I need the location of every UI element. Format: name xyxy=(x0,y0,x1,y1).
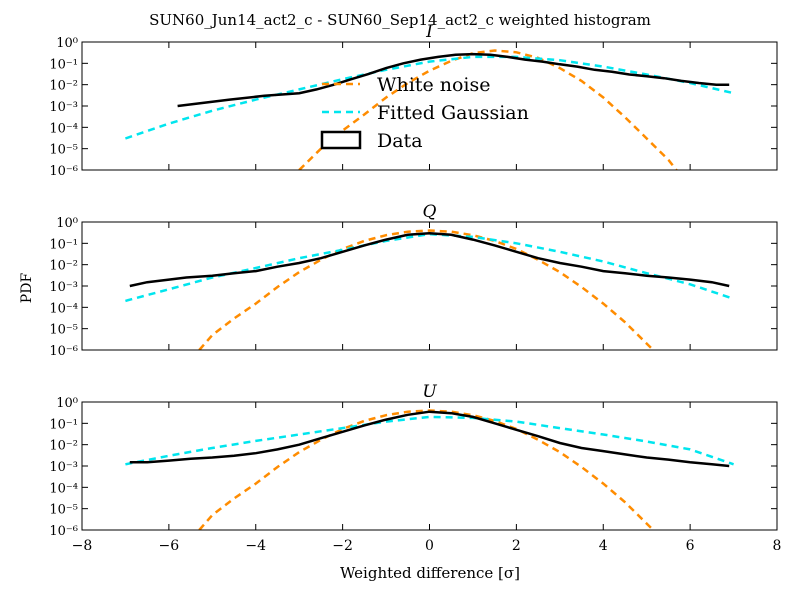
x-tick-label: −4 xyxy=(245,538,266,554)
y-tick-label: 10⁰ xyxy=(56,36,78,51)
legend-label: Fitted Gaussian xyxy=(377,102,529,124)
x-tick-label: 8 xyxy=(773,538,782,554)
y-tick-label: 10⁻⁶ xyxy=(49,164,78,179)
series-white-noise-i xyxy=(298,49,678,170)
y-tick-label: 10⁻¹ xyxy=(49,57,78,72)
x-tick-label: −8 xyxy=(72,538,93,554)
x-tick-label: −6 xyxy=(159,538,180,554)
figure-title: SUN60_Jun14_act2_c - SUN60_Sep14_act2_c … xyxy=(149,11,651,29)
y-tick-label: 10⁰ xyxy=(56,396,78,411)
series-fitted-gaussian-q xyxy=(125,232,734,303)
legend-label: Data xyxy=(377,130,423,152)
y-tick-label: 10⁻⁵ xyxy=(49,143,78,158)
legend: White noise Fitted Gaussian Data xyxy=(320,74,529,152)
panel-title-u: U xyxy=(422,382,437,402)
x-tick-label: 2 xyxy=(512,538,521,554)
panel-title-i: I xyxy=(425,22,433,42)
y-tick-label: 10⁻² xyxy=(49,439,78,454)
y-tick-label: 10⁻³ xyxy=(49,280,78,295)
legend-swatch-data xyxy=(320,130,362,150)
y-tick-label: 10⁻¹ xyxy=(49,417,78,432)
series-data-u xyxy=(129,410,730,468)
panel-i: 10⁻⁶ 10⁻⁵ 10⁻⁴ 10⁻³ 10⁻² 10⁻¹ 10⁰ I xyxy=(49,22,778,179)
panels: 10⁻⁶ 10⁻⁵ 10⁻⁴ 10⁻³ 10⁻² 10⁻¹ 10⁰ I 10⁻⁶ 10⁻⁵ 10⁻⁴… xyxy=(49,22,781,554)
y-tick-label: 10⁻⁴ xyxy=(49,121,78,136)
x-tick-label: 0 xyxy=(425,538,434,554)
x-tick-label: 4 xyxy=(599,538,608,554)
y-tick-label: 10⁻⁶ xyxy=(49,344,78,359)
x-tick-label: 6 xyxy=(686,538,695,554)
y-tick-label: 10⁻⁵ xyxy=(49,323,78,338)
y-tick-label: 10⁻⁴ xyxy=(49,481,78,496)
y-tick-label: 10⁻² xyxy=(49,259,78,274)
x-axis-label: Weighted difference [σ] xyxy=(340,564,520,582)
y-tick-label: 10⁻⁶ xyxy=(49,524,78,539)
y-tick-label: 10⁻¹ xyxy=(49,237,78,252)
x-tick-label: −2 xyxy=(332,538,353,554)
series-white-noise-u xyxy=(198,409,656,530)
y-axis-label: PDF xyxy=(19,273,35,304)
y-tick-label: 10⁻² xyxy=(49,79,78,94)
series-fitted-gaussian-i xyxy=(124,55,734,140)
y-tick-label: 10⁻³ xyxy=(49,100,78,115)
series-data-q xyxy=(129,231,730,288)
y-tick-label: 10⁻⁴ xyxy=(49,301,78,316)
legend-label: White noise xyxy=(377,74,491,96)
y-tick-label: 10⁻⁵ xyxy=(49,503,78,518)
axes-frame-q xyxy=(81,221,778,351)
axes-frame-u xyxy=(81,401,778,531)
panel-title-q: Q xyxy=(423,202,437,222)
panel-u: 10⁻⁶ 10⁻⁵ 10⁻⁴ 10⁻³ 10⁻² 10⁻¹ 10⁰ −8 −6 −4 −2 0 2 4 6 8… xyxy=(49,382,781,554)
panel-q: 10⁻⁶ 10⁻⁵ 10⁻⁴ 10⁻³ 10⁻² 10⁻¹ 10⁰ Q xyxy=(49,202,778,359)
y-tick-label: 10⁰ xyxy=(56,216,78,231)
series-white-noise-q xyxy=(198,229,656,350)
series-data-i xyxy=(177,52,730,108)
y-tick-label: 10⁻³ xyxy=(49,460,78,475)
